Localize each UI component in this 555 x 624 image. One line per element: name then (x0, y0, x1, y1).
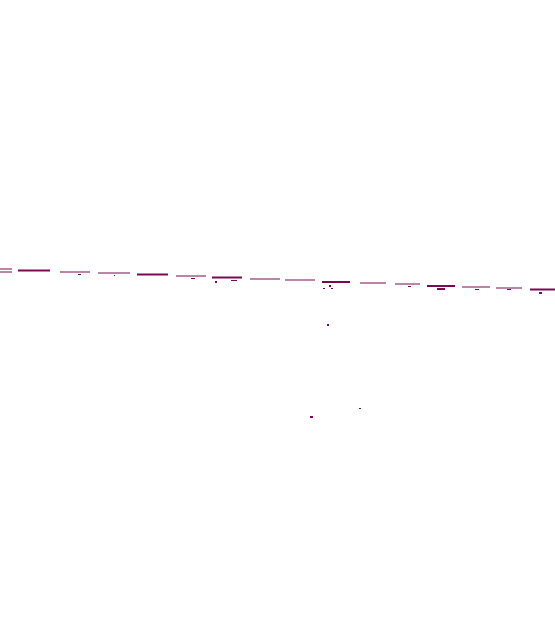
speck (331, 288, 333, 289)
speck (329, 285, 331, 287)
speck (78, 274, 81, 275)
speck (437, 288, 445, 290)
dashed-trace (0, 268, 555, 291)
speck (310, 416, 313, 418)
speck (539, 292, 542, 294)
speck (327, 324, 329, 326)
speck (507, 289, 511, 290)
speck (191, 278, 195, 279)
speck (323, 288, 325, 289)
speck (359, 408, 361, 409)
speck (475, 289, 479, 290)
speckles (78, 274, 542, 418)
speck (114, 275, 115, 276)
speck (408, 286, 411, 287)
speck (231, 280, 237, 281)
speck (215, 281, 217, 283)
